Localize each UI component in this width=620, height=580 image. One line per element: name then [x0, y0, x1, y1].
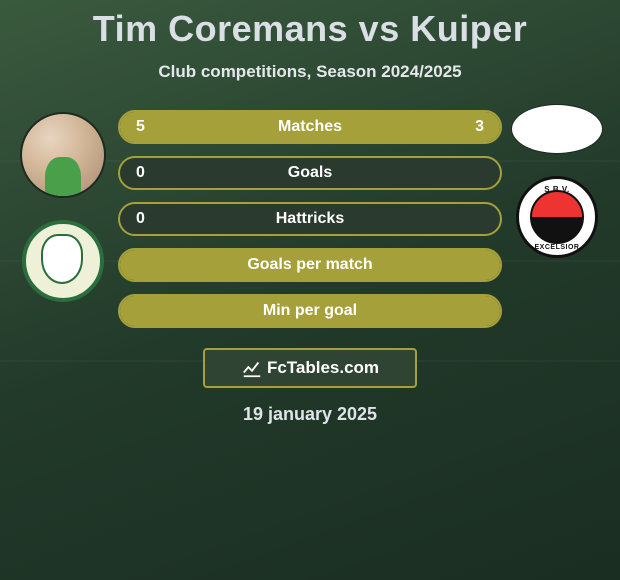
stat-label: Matches — [278, 118, 342, 136]
stat-bar-goals-per-match: Goals per match — [118, 248, 502, 282]
page-title: Tim Coremans vs Kuiper — [93, 8, 527, 50]
brand-text: FcTables.com — [267, 358, 379, 378]
stat-bar-min-per-goal: Min per goal — [118, 294, 502, 328]
right-player-column: S.B.V. EXCELSIOR — [502, 110, 612, 258]
stat-label: Goals per match — [247, 256, 372, 274]
right-club-text-top: S.B.V. — [544, 185, 569, 194]
right-player-photo — [511, 104, 603, 154]
comparison-row: 5 Matches 3 0 Goals 0 Hattricks — [0, 110, 620, 328]
content-root: Tim Coremans vs Kuiper Club competitions… — [0, 0, 620, 580]
stat-right-value: 3 — [475, 118, 484, 136]
left-club-badge — [22, 220, 104, 302]
right-club-text-bottom: EXCELSIOR — [535, 244, 580, 251]
date-text: 19 january 2025 — [243, 404, 377, 425]
stat-left-value: 0 — [136, 210, 145, 228]
stat-left-value: 0 — [136, 164, 145, 182]
right-club-badge: S.B.V. EXCELSIOR — [516, 176, 598, 258]
stat-label: Hattricks — [276, 210, 344, 228]
stat-bar-goals: 0 Goals — [118, 156, 502, 190]
page-subtitle: Club competitions, Season 2024/2025 — [158, 62, 461, 82]
stat-bar-matches: 5 Matches 3 — [118, 110, 502, 144]
stat-left-value: 5 — [136, 118, 145, 136]
right-club-inner — [530, 190, 584, 244]
brand-badge: FcTables.com — [203, 348, 417, 388]
stat-label: Min per goal — [263, 302, 357, 320]
left-player-column — [8, 110, 118, 302]
left-player-photo — [20, 112, 106, 198]
stat-bars: 5 Matches 3 0 Goals 0 Hattricks — [118, 110, 502, 328]
stat-bar-hattricks: 0 Hattricks — [118, 202, 502, 236]
stat-label: Goals — [288, 164, 332, 182]
chart-icon — [241, 357, 263, 379]
